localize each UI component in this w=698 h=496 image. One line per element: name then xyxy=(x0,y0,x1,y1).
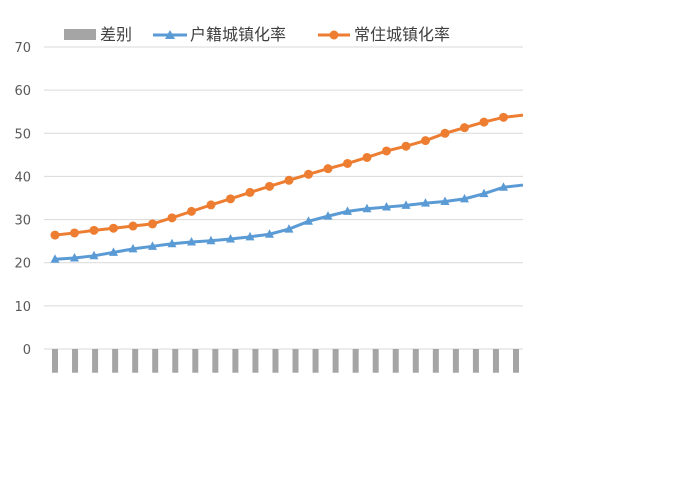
point-resident xyxy=(148,219,157,229)
point-hukou xyxy=(460,193,469,203)
legend-swatch-diff xyxy=(64,29,96,40)
bar-diff xyxy=(232,349,239,373)
point-resident xyxy=(284,175,294,185)
point-resident xyxy=(343,158,352,168)
bar-diff xyxy=(92,349,99,373)
y-tick-label: 50 xyxy=(14,127,31,142)
bar-diff xyxy=(432,349,439,373)
legend-swatch-resident-marker xyxy=(329,30,339,40)
bar-diff xyxy=(72,349,79,373)
point-hukou xyxy=(128,243,138,253)
point-hukou xyxy=(382,202,391,211)
bar-diff xyxy=(172,349,179,373)
point-resident xyxy=(304,169,313,179)
bar-diff xyxy=(112,349,119,373)
point-resident xyxy=(382,146,391,156)
point-resident xyxy=(460,123,469,133)
point-hukou xyxy=(440,196,450,205)
point-hukou xyxy=(323,211,333,220)
bar-diff xyxy=(452,349,459,373)
bar-diff xyxy=(132,349,139,373)
point-hukou xyxy=(148,241,157,250)
point-hukou xyxy=(401,200,411,209)
bar-diff xyxy=(292,349,299,373)
y-tick-label: 30 xyxy=(14,214,31,229)
point-resident xyxy=(70,228,79,238)
bar-diff xyxy=(412,349,419,373)
point-resident xyxy=(401,141,411,151)
bar-diff xyxy=(472,349,479,373)
bar-diff xyxy=(513,349,519,373)
point-hukou xyxy=(245,231,255,241)
bar-diff xyxy=(492,349,499,373)
point-hukou xyxy=(187,237,196,246)
point-resident xyxy=(109,223,118,233)
legend-label-hukou: 户籍城镇化率 xyxy=(190,25,286,44)
y-tick-label: 10 xyxy=(14,300,31,315)
bar-diff xyxy=(372,349,379,373)
bar-diff xyxy=(192,349,199,373)
y-tick-label: 60 xyxy=(14,84,31,99)
point-resident xyxy=(479,117,489,127)
bar-diff xyxy=(52,349,58,373)
bar-diff xyxy=(312,349,319,373)
y-tick-label: 20 xyxy=(14,257,31,272)
point-resident xyxy=(167,213,177,223)
legend: 差别 户籍城镇化率 常住城镇化率 xyxy=(64,25,450,44)
point-hukou xyxy=(167,238,177,248)
point-resident xyxy=(265,181,274,191)
point-resident xyxy=(499,112,508,122)
y-tick-label: 40 xyxy=(14,170,31,185)
point-hukou xyxy=(304,216,313,225)
point-hukou xyxy=(362,203,372,213)
bar-diff xyxy=(252,349,259,373)
point-hukou xyxy=(265,229,274,238)
point-hukou xyxy=(226,233,235,243)
point-resident xyxy=(226,194,235,204)
point-resident xyxy=(187,206,196,216)
series-line-hukou xyxy=(54,183,524,261)
point-hukou xyxy=(109,247,118,256)
point-hukou xyxy=(421,198,430,207)
series-lines xyxy=(50,112,524,263)
bar-diff xyxy=(212,349,219,373)
point-hukou xyxy=(50,254,60,263)
point-hukou xyxy=(479,188,489,198)
point-hukou xyxy=(89,250,99,260)
point-resident xyxy=(440,128,450,138)
point-hukou xyxy=(70,252,79,262)
point-resident xyxy=(323,164,333,174)
point-hukou xyxy=(499,182,508,191)
point-hukou xyxy=(206,235,216,245)
legend-swatch-hukou-marker xyxy=(165,30,175,39)
legend-label-diff: 差别 xyxy=(100,25,132,44)
bar-diff xyxy=(272,349,279,373)
point-resident xyxy=(206,200,216,210)
y-tick-label: 70 xyxy=(14,41,31,56)
point-hukou xyxy=(284,224,294,233)
point-resident xyxy=(362,152,372,162)
point-resident xyxy=(245,187,255,197)
y-tick-label: 0 xyxy=(23,343,31,358)
y-axis: 0 10 20 30 40 50 60 70 xyxy=(14,41,31,358)
point-resident xyxy=(128,221,138,231)
gridlines xyxy=(44,46,523,350)
point-resident xyxy=(89,225,99,235)
bar-diff xyxy=(392,349,399,373)
legend-label-resident: 常住城镇化率 xyxy=(354,25,450,44)
point-resident xyxy=(421,136,430,146)
bar-diff xyxy=(152,349,159,373)
point-hukou xyxy=(343,206,352,215)
diff-bars xyxy=(52,349,519,373)
bar-diff xyxy=(352,349,359,373)
point-resident xyxy=(50,230,60,240)
bar-diff xyxy=(332,349,339,373)
